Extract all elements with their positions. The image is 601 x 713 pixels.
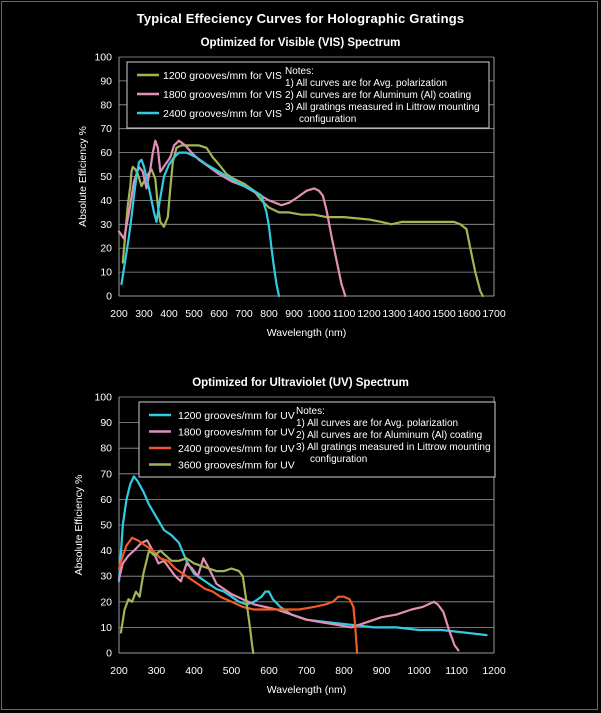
vis-x-tick-label: 1600 [457,308,481,320]
vis-x-tick-label: 600 [210,308,228,320]
uv-x-axis-label: Wavelength (nm) [267,684,347,696]
uv-legend-note-4: configuration [310,454,367,465]
vis-x-axis-label: Wavelength (nm) [267,327,347,339]
uv-y-tick-label: 20 [100,596,112,608]
uv-x-tick-label: 1100 [445,665,468,677]
vis-x-tick-label: 1300 [382,308,406,320]
uv-x-tick-label: 700 [298,665,316,677]
uv-x-tick-label: 900 [373,665,391,677]
uv-y-tick-label: 40 [100,545,112,557]
uv-x-tick-label: 1000 [407,665,431,677]
vis-y-tick-label: 70 [100,123,112,135]
vis-legend-note-4: configuration [299,114,356,125]
uv-x-tick-label: 500 [223,665,241,677]
vis-y-axis-label: Absolute Efficiency % [77,126,89,227]
uv-y-tick-label: 80 [100,443,112,455]
uv-y-tick-label: 100 [94,392,112,404]
vis-x-tick-label: 1400 [407,308,431,320]
vis-legend-note-3: 3) All gratings measured in Littrow moun… [285,102,480,113]
uv-legend-label-3: 3600 grooves/mm for UV [178,460,295,472]
vis-x-tick-label: 900 [285,308,303,320]
vis-y-tick-label: 100 [94,52,112,64]
vis-series-line-0 [121,144,484,298]
uv-legend-note-0: Notes: [296,406,325,417]
uv-series-line-1 [117,539,460,652]
vis-x-tick-label: 1500 [432,308,456,320]
uv-legend-box [138,401,496,478]
vis-legend-note-0: Notes: [285,66,314,77]
uv-x-tick-label: 200 [110,665,128,677]
uv-x-tick-label: 800 [335,665,353,677]
vis-series-line-2 [120,151,281,298]
vis-legend-note-1: 1) All curves are for Avg. polarization [285,78,447,89]
uv-y-tick-label: 30 [100,571,112,583]
uv-y-tick-label: 50 [100,520,112,532]
vis-x-tick-label: 800 [260,308,278,320]
vis-legend-label-0: 1200 grooves/mm for VIS [163,70,282,82]
uv-x-tick-label: 1200 [482,665,506,677]
vis-x-tick-label: 700 [235,308,253,320]
vis-y-tick-label: 80 [100,99,112,111]
vis-y-tick-label: 0 [106,291,112,303]
uv-y-tick-label: 0 [106,648,112,660]
uv-series-line-3 [119,549,255,655]
vis-y-tick-label: 50 [100,171,112,183]
uv-legend-note-3: 3) All gratings measured in Littrow moun… [296,442,491,453]
vis-y-tick-label: 10 [100,267,112,279]
uv-y-tick-label: 70 [100,468,112,480]
uv-x-tick-label: 600 [260,665,278,677]
vis-x-tick-label: 400 [160,308,178,320]
vis-x-tick-label: 500 [185,308,203,320]
uv-legend-label-0: 1200 grooves/mm for UV [178,410,295,422]
uv-legend-note-2: 2) All curves are for Aluminum (Al) coat… [296,430,482,441]
vis-y-tick-label: 90 [100,75,112,87]
vis-legend-box [126,61,490,129]
vis-legend-label-1: 1800 grooves/mm for VIS [163,89,282,101]
vis-x-tick-label: 200 [110,308,128,320]
vis-legend-note-2: 2) All curves are for Aluminum (Al) coat… [285,90,471,101]
vis-x-tick-label: 1200 [357,308,381,320]
vis-chart-title: Optimized for Visible (VIS) Spectrum [200,37,401,49]
vis-x-tick-label: 1100 [333,308,356,320]
uv-x-tick-label: 400 [185,665,203,677]
vis-y-tick-label: 40 [100,195,112,207]
uv-y-tick-label: 90 [100,417,112,429]
uv-series-line-0 [117,475,488,637]
vis-legend-label-2: 2400 grooves/mm for VIS [163,108,282,120]
vis-x-tick-label: 1700 [482,308,506,320]
uv-legend-label-2: 2400 grooves/mm for UV [178,443,295,455]
uv-x-tick-label: 300 [148,665,166,677]
uv-chart-title: Optimized for Ultraviolet (UV) Spectrum [192,377,409,389]
vis-y-tick-label: 20 [100,243,112,255]
vis-y-tick-label: 30 [100,219,112,231]
page-title: Typical Effeciency Curves for Holographi… [136,11,465,26]
vis-x-tick-label: 300 [135,308,153,320]
uv-y-tick-label: 10 [100,622,112,634]
uv-y-tick-label: 60 [100,494,112,506]
uv-y-axis-label: Absolute Efficiency % [73,475,85,576]
uv-legend-note-1: 1) All curves are for Avg. polarization [296,418,458,429]
uv-series-line-2 [117,536,359,655]
uv-legend-label-1: 1800 grooves/mm for UV [178,427,295,439]
vis-x-tick-label: 1000 [307,308,331,320]
vis-y-tick-label: 60 [100,147,112,159]
